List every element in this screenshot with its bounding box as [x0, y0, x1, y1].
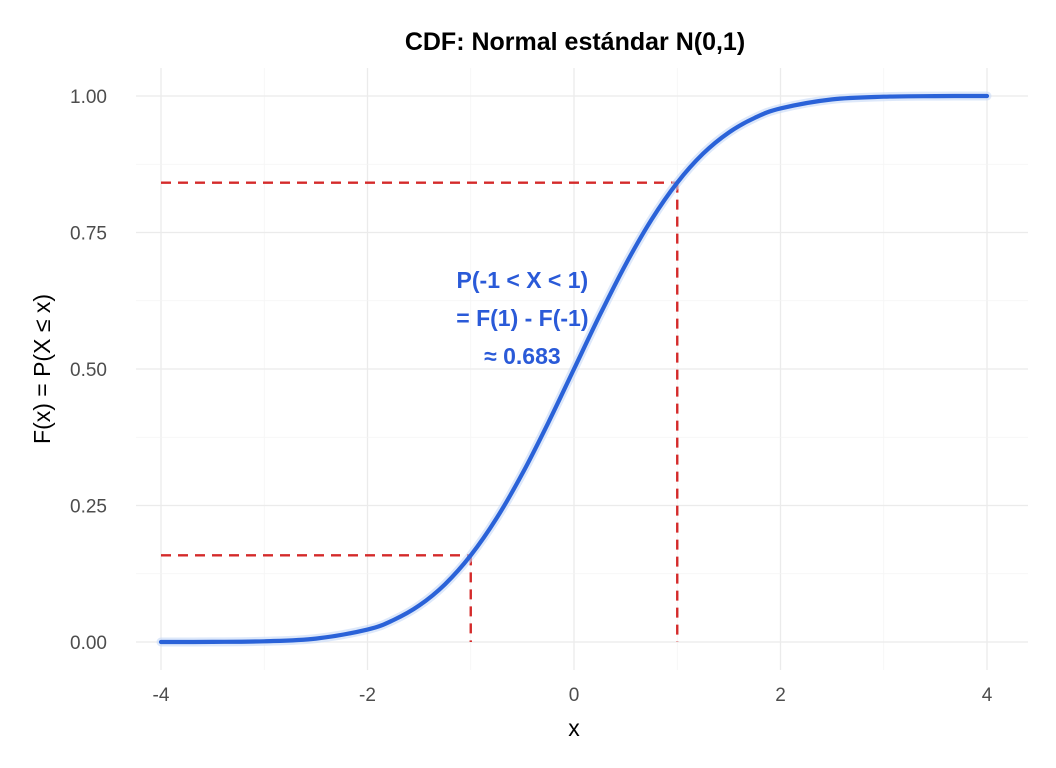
y-tick-label: 0.25	[70, 497, 107, 518]
grid	[136, 68, 1028, 670]
series-line	[158, 93, 990, 645]
y-tick-label: 0.75	[70, 224, 107, 245]
y-axis-title: F(x) = P(X ≤ x)	[29, 294, 55, 444]
series-layer	[156, 91, 992, 647]
annotation-line: = F(1) - F(-1)	[456, 305, 588, 331]
y-tick-label: 0.00	[70, 633, 107, 654]
x-tick-label: 0	[569, 685, 580, 706]
x-tick-label: 2	[775, 685, 786, 706]
annotation-line: ≈ 0.683	[484, 343, 561, 369]
annotation-line: P(-1 < X < 1)	[457, 267, 589, 293]
x-axis-title: x	[568, 715, 580, 741]
annotation-text: P(-1 < X < 1) = F(1) - F(-1) ≈ 0.683	[456, 267, 588, 369]
x-tick-label: -2	[359, 685, 376, 706]
x-tick-label: 4	[982, 685, 993, 706]
y-tick-label: 0.50	[70, 360, 107, 381]
y-tick-label: 1.00	[70, 87, 107, 108]
reference-lines	[161, 181, 679, 642]
x-tick-label: -4	[153, 685, 170, 706]
tick-labels: -4 -2 0 2 4 0.00 0.25 0.50 0.75 1.00	[70, 87, 993, 706]
chart-title: CDF: Normal estándar N(0,1)	[405, 28, 745, 56]
